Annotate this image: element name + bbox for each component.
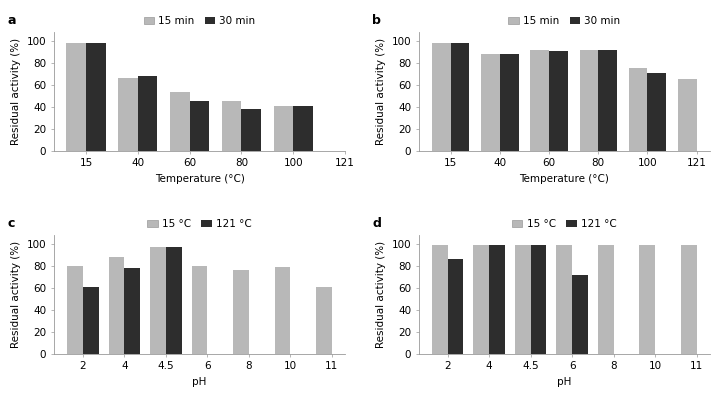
X-axis label: pH: pH	[557, 377, 572, 387]
Y-axis label: Residual activity (%): Residual activity (%)	[376, 241, 386, 348]
Y-axis label: Residual activity (%): Residual activity (%)	[376, 38, 386, 145]
X-axis label: pH: pH	[193, 377, 207, 387]
Text: c: c	[7, 217, 14, 230]
Bar	[598, 245, 614, 354]
X-axis label: Temperature (°C): Temperature (°C)	[519, 174, 609, 184]
Bar	[275, 267, 291, 354]
Bar	[170, 92, 190, 150]
Bar	[166, 247, 182, 354]
Bar	[293, 105, 313, 150]
Bar	[222, 101, 242, 150]
Bar	[500, 54, 518, 150]
Bar	[233, 270, 249, 354]
Bar	[125, 268, 140, 354]
Bar	[192, 266, 208, 354]
Bar	[681, 245, 696, 354]
Bar	[150, 247, 166, 354]
Text: b: b	[372, 14, 381, 27]
Bar	[86, 43, 106, 150]
Y-axis label: Residual activity (%): Residual activity (%)	[11, 38, 21, 145]
Bar	[647, 72, 666, 150]
Bar	[549, 51, 567, 150]
Bar	[557, 245, 572, 354]
Bar	[83, 287, 99, 354]
Bar	[481, 54, 500, 150]
Bar	[640, 245, 655, 354]
Bar	[66, 43, 86, 150]
Bar	[118, 78, 138, 150]
Bar	[474, 245, 489, 354]
Bar	[489, 245, 505, 354]
Legend: 15 min, 30 min: 15 min, 30 min	[508, 16, 620, 26]
Bar	[316, 287, 332, 354]
X-axis label: Temperature (°C): Temperature (°C)	[154, 174, 244, 184]
Legend: 15 °C, 121 °C: 15 °C, 121 °C	[147, 219, 252, 229]
Y-axis label: Residual activity (%): Residual activity (%)	[11, 241, 21, 348]
Bar	[448, 259, 464, 354]
Bar	[451, 43, 469, 150]
Bar	[531, 50, 549, 150]
Bar	[138, 76, 157, 150]
Bar	[273, 105, 293, 150]
Bar	[242, 109, 261, 150]
Bar	[109, 257, 125, 354]
Text: a: a	[7, 14, 16, 27]
Bar	[190, 101, 209, 150]
Bar	[598, 50, 617, 150]
Bar	[432, 43, 451, 150]
Bar	[432, 245, 448, 354]
Bar	[67, 266, 83, 354]
Legend: 15 min, 30 min: 15 min, 30 min	[143, 16, 255, 26]
Bar	[629, 68, 647, 150]
Bar	[580, 50, 598, 150]
Bar	[572, 275, 588, 354]
Legend: 15 °C, 121 °C: 15 °C, 121 °C	[512, 219, 616, 229]
Bar	[678, 79, 696, 150]
Bar	[515, 245, 531, 354]
Text: d: d	[372, 217, 381, 230]
Bar	[531, 245, 547, 354]
